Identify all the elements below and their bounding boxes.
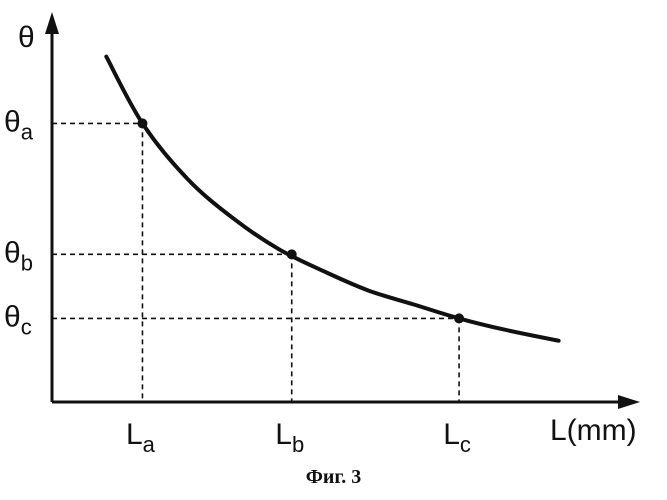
y-tick-label: θb xyxy=(4,236,33,275)
axes: θ L(mm) xyxy=(18,12,640,447)
y-axis-arrow-icon xyxy=(45,12,59,34)
tick-labels: La θa Lb θb Lc θc xyxy=(4,105,471,457)
data-point xyxy=(137,118,147,128)
points xyxy=(137,118,464,323)
y-axis-label: θ xyxy=(18,21,35,54)
y-tick-label: θa xyxy=(4,105,34,144)
figure-caption: Фиг. 3 xyxy=(0,466,667,489)
x-axis-arrow-icon xyxy=(618,395,640,409)
series-line xyxy=(106,57,558,341)
x-tick-label: Lc xyxy=(443,418,471,457)
y-tick-label: θc xyxy=(4,300,32,339)
data-point xyxy=(454,313,464,323)
x-tick-label: Lb xyxy=(275,418,304,457)
x-tick-label: La xyxy=(126,418,156,457)
guide-lines xyxy=(52,123,459,402)
data-point xyxy=(287,249,297,259)
x-axis-label: L(mm) xyxy=(550,414,637,447)
